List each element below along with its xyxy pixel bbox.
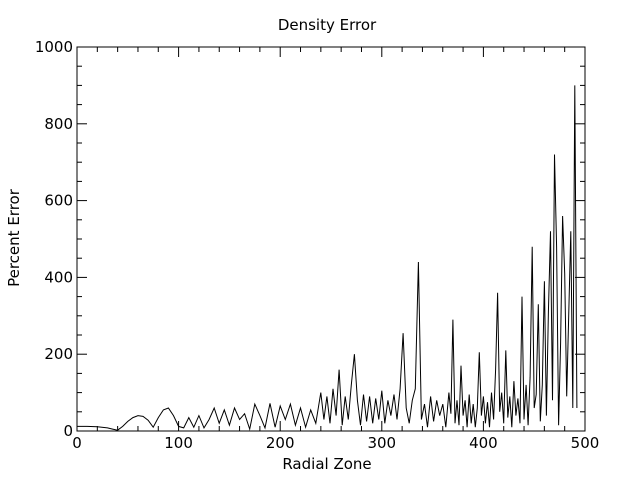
series-line xyxy=(77,85,578,432)
x-tick-label: 0 xyxy=(72,434,82,452)
y-tick-label: 400 xyxy=(44,268,73,286)
y-tick-label: 200 xyxy=(44,345,73,363)
y-tick-label: 800 xyxy=(44,115,73,133)
y-tick-label: 1000 xyxy=(35,38,73,56)
y-tick-label: 600 xyxy=(44,192,73,210)
axis-ticks xyxy=(76,46,586,432)
x-tick-label: 300 xyxy=(367,434,396,452)
x-tick-label: 100 xyxy=(164,434,193,452)
y-axis-label: Percent Error xyxy=(5,188,23,287)
axis-tick-labels: 0 100 200 300 400 500 0 200 400 600 800 1000 xyxy=(35,38,600,452)
x-tick-label: 500 xyxy=(571,434,600,452)
chart-title: Density Error xyxy=(278,16,377,34)
x-tick-label: 200 xyxy=(266,434,295,452)
y-tick-label: 0 xyxy=(63,422,73,440)
x-tick-label: 400 xyxy=(469,434,498,452)
x-axis-label: Radial Zone xyxy=(282,455,371,473)
